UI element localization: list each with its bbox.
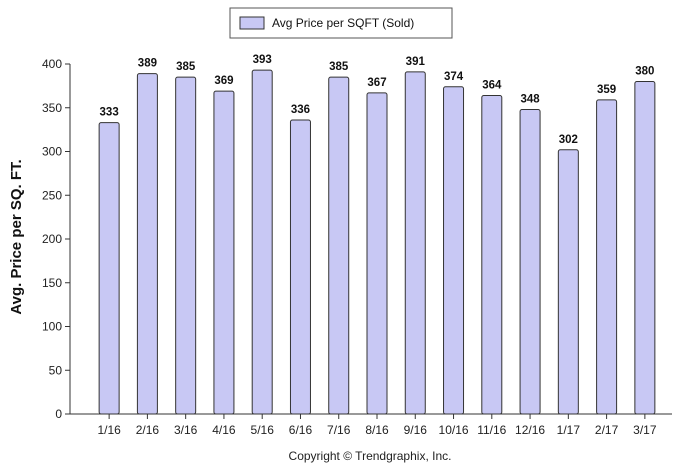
data-label: 389 <box>138 58 157 70</box>
y-tick-label: 0 <box>55 407 62 421</box>
y-tick-label: 300 <box>42 145 62 159</box>
legend-swatch <box>239 16 265 30</box>
bar <box>404 71 426 415</box>
x-tick-label: 7/16 <box>327 423 351 437</box>
data-label: 369 <box>214 75 233 87</box>
data-label: 367 <box>367 77 386 89</box>
y-axis-ticks: 0 50 100 150 200 250 300 350 400 <box>42 57 70 421</box>
data-label: 364 <box>482 80 502 92</box>
data-label: 348 <box>520 94 540 106</box>
data-label: 385 <box>329 61 349 73</box>
bar <box>175 76 197 415</box>
x-tick-label: 3/16 <box>174 423 198 437</box>
x-tick-label: 8/16 <box>365 423 389 437</box>
x-tick-label: 11/16 <box>477 423 506 437</box>
x-tick-label: 4/16 <box>212 423 236 437</box>
y-tick-label: 350 <box>42 101 62 115</box>
bar <box>519 109 541 415</box>
x-tick-label: 10/16 <box>439 423 469 437</box>
data-label: 393 <box>253 54 272 66</box>
x-tick-label: 1/16 <box>97 423 121 437</box>
legend-label: Avg Price per SQFT (Sold) <box>272 16 414 30</box>
y-tick-label: 150 <box>42 276 62 290</box>
x-tick-label: 2/17 <box>595 423 619 437</box>
y-tick-label: 50 <box>49 363 63 377</box>
x-tick-label: 12/16 <box>515 423 545 437</box>
bar <box>251 69 273 415</box>
x-axis-ticks: 1/16 2/16 3/16 4/16 5/16 6/16 7/16 8/16 9/16 10/1… <box>97 414 657 437</box>
data-label: 359 <box>597 84 616 96</box>
bar <box>557 149 579 415</box>
data-label: 333 <box>100 107 119 119</box>
data-label: 336 <box>291 104 310 116</box>
x-tick-label: 3/17 <box>633 423 657 437</box>
bar <box>596 99 618 415</box>
x-tick-label: 1/17 <box>557 423 581 437</box>
y-tick-label: 100 <box>42 320 62 334</box>
y-axis-label: Avg. Price per SQ. FT. <box>8 159 25 314</box>
bar <box>289 119 311 415</box>
bar <box>98 122 120 415</box>
data-labels: 333 389 385 369 393 336 385 367 391 374 364 348 302 3… <box>100 54 655 146</box>
x-tick-label: 2/16 <box>136 423 160 437</box>
y-tick-label: 400 <box>42 57 62 71</box>
data-label: 385 <box>176 61 196 73</box>
bar <box>634 81 656 415</box>
y-tick-label: 200 <box>42 232 62 246</box>
bar <box>136 73 158 415</box>
x-tick-label: 6/16 <box>289 423 313 437</box>
x-tick-label: 9/16 <box>404 423 428 437</box>
x-tick-label: 5/16 <box>251 423 275 437</box>
bar <box>328 76 350 415</box>
bar <box>481 95 503 415</box>
legend: Avg Price per SQFT (Sold) <box>229 7 453 39</box>
bars <box>98 69 656 415</box>
legend-box <box>229 7 453 39</box>
bar <box>213 90 235 415</box>
bar <box>366 92 388 415</box>
y-tick-label: 250 <box>42 188 62 202</box>
copyright-footer: Copyright © Trendgraphix, Inc. <box>289 449 452 463</box>
data-label: 380 <box>635 66 654 78</box>
bar <box>443 86 465 415</box>
data-label: 374 <box>444 71 464 83</box>
data-label: 302 <box>559 134 578 146</box>
data-label: 391 <box>406 56 426 68</box>
